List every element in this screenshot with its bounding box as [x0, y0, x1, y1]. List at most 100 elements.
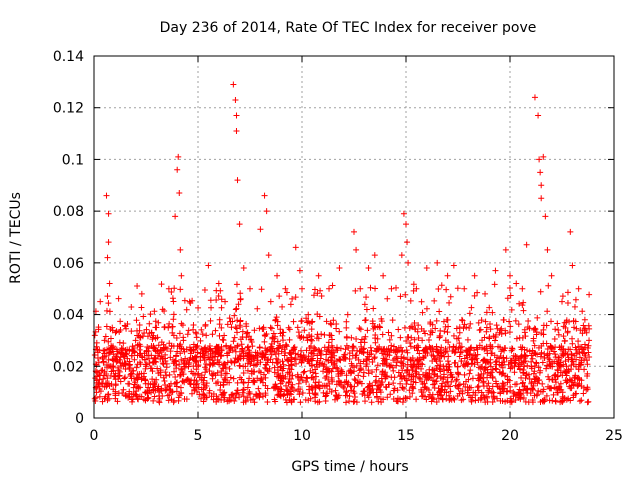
data-point-bulk: [477, 396, 484, 403]
data-point-bulk: [535, 387, 542, 394]
data-point: [107, 363, 114, 370]
data-point-bulk: [102, 333, 109, 340]
data-point-bulk: [124, 355, 131, 362]
data-point-bulk: [516, 392, 523, 399]
data-point-bulk: [395, 345, 402, 352]
data-point-bulk: [286, 336, 293, 343]
data-point-bulk: [165, 397, 172, 404]
data-point-bulk: [161, 345, 168, 352]
data-point-bulk: [103, 307, 110, 314]
data-point-bulk: [369, 318, 376, 325]
data-point-bulk: [297, 399, 304, 406]
data-point: [371, 252, 378, 259]
data-point-bulk: [201, 355, 208, 362]
data-point-bulk: [537, 399, 544, 406]
data-point-bulk: [384, 394, 391, 401]
data-point-bulk: [133, 364, 140, 371]
data-point-bulk: [103, 323, 110, 330]
data-point-bulk: [484, 358, 491, 365]
data-point-bulk: [434, 373, 441, 380]
data-point-bulk: [499, 359, 506, 366]
data-point-bulk: [233, 281, 240, 288]
data-point-bulk: [256, 344, 263, 351]
data-point-bulk: [159, 360, 166, 367]
data-point-bulk: [569, 358, 576, 365]
data-point-bulk: [104, 346, 111, 353]
data-point-bulk: [414, 328, 421, 335]
data-point-bulk: [136, 346, 143, 353]
data-point-bulk: [538, 330, 545, 337]
data-point-bulk: [227, 344, 234, 351]
data-point: [404, 239, 411, 246]
data-point-bulk: [521, 351, 528, 358]
data-point-bulk: [339, 370, 346, 377]
data-point: [581, 316, 588, 323]
data-point-bulk: [314, 357, 321, 364]
data-point-bulk: [219, 365, 226, 372]
data-point-bulk: [402, 394, 409, 401]
data-point-bulk: [288, 354, 295, 361]
data-point-bulk: [551, 358, 558, 365]
data-point-bulk: [418, 386, 425, 393]
data-point-bulk: [468, 384, 475, 391]
data-point-bulk: [468, 344, 475, 351]
data-point-bulk: [323, 351, 330, 358]
data-point-bulk: [567, 397, 574, 404]
data-point: [205, 262, 212, 269]
data-point-bulk: [362, 398, 369, 405]
data-point-bulk: [552, 398, 559, 405]
data-point-bulk: [435, 286, 442, 293]
data-point-bulk: [237, 353, 244, 360]
data-point-bulk: [482, 367, 489, 374]
data-point-bulk: [338, 367, 345, 374]
data-point-bulk: [567, 346, 574, 353]
data-point-bulk: [312, 392, 319, 399]
data-point-bulk: [260, 379, 267, 386]
data-point-bulk: [337, 345, 344, 352]
data-point-bulk: [229, 391, 236, 398]
data-point-bulk: [295, 329, 302, 336]
data-point: [180, 337, 187, 344]
data-point-bulk: [472, 397, 479, 404]
data-point-bulk: [192, 371, 199, 378]
data-point-bulk: [198, 345, 205, 352]
data-point-bulk: [96, 383, 103, 390]
data-point-bulk: [360, 358, 367, 365]
data-point-bulk: [433, 365, 440, 372]
data-point-bulk: [284, 369, 291, 376]
data-point-bulk: [209, 331, 216, 338]
data-point-bulk: [447, 293, 454, 300]
data-point-bulk: [476, 327, 483, 334]
y-tick-label: 0.1: [62, 152, 84, 168]
data-point-bulk: [484, 398, 491, 405]
data-point-bulk: [547, 385, 554, 392]
data-point-bulk: [295, 351, 302, 358]
data-point-bulk: [151, 379, 158, 386]
data-point-bulk: [372, 335, 379, 342]
data-point-bulk: [430, 348, 437, 355]
data-point-bulk: [191, 357, 198, 364]
x-tick-label: 25: [605, 428, 623, 444]
data-point-bulk: [358, 336, 365, 343]
data-point-bulk: [314, 352, 321, 359]
data-point-bulk: [413, 396, 420, 403]
data-point-bulk: [136, 341, 143, 348]
y-tick-label: 0.12: [53, 101, 84, 117]
data-point-bulk: [560, 395, 567, 402]
data-point-bulk: [236, 362, 243, 369]
data-point-bulk: [166, 371, 173, 378]
data-point-bulk: [216, 321, 223, 328]
data-point: [263, 208, 270, 215]
data-point-bulk: [240, 386, 247, 393]
data-point-bulk: [545, 282, 552, 289]
data-point: [542, 213, 549, 220]
data-point-bulk: [306, 344, 313, 351]
data-point-bulk: [394, 395, 401, 402]
data-point: [575, 285, 582, 292]
data-point-bulk: [395, 369, 402, 376]
data-point-bulk: [438, 383, 445, 390]
data-point-bulk: [106, 382, 113, 389]
data-point-bulk: [105, 338, 112, 345]
data-point-bulk: [506, 318, 513, 325]
data-point-bulk: [133, 317, 140, 324]
